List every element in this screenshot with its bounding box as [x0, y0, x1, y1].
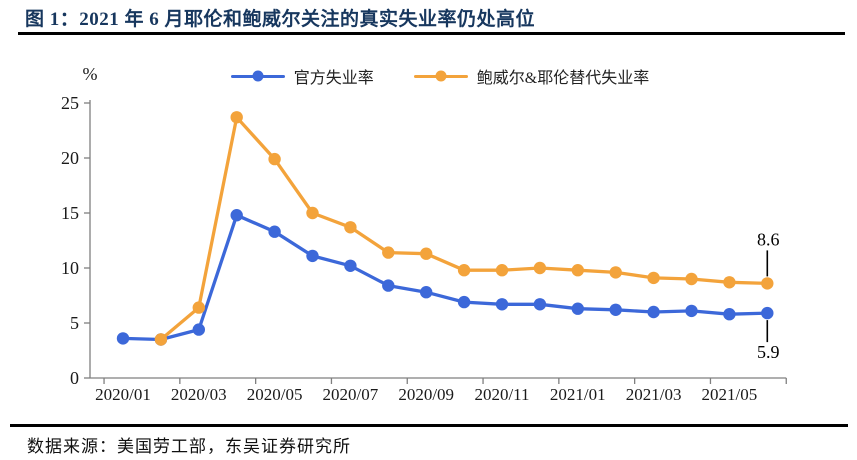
x-tick-label: 2021/01 [550, 385, 606, 404]
data-point [268, 152, 281, 166]
y-tick-label: 25 [61, 93, 79, 113]
data-point [761, 277, 774, 290]
y-axis-unit-label: % [83, 64, 98, 84]
x-axis: 2020/01 2020/03 2020/05 2020/07 2020/09 2020/… [90, 377, 787, 404]
data-point [344, 221, 357, 234]
x-tick-label: 2020/07 [323, 385, 379, 404]
data-point [382, 279, 395, 292]
data-point [192, 323, 205, 336]
x-tick-label: 2020/11 [474, 385, 529, 404]
x-tick-label: 2020/09 [398, 385, 454, 404]
legend-line-alternative [413, 70, 468, 82]
data-point [571, 264, 584, 277]
footer-divider [10, 424, 848, 427]
data-point [306, 206, 319, 220]
data-point [495, 264, 509, 277]
y-tick-label: 0 [70, 368, 79, 388]
annotation-value: 5.9 [757, 342, 780, 362]
data-point [609, 266, 622, 279]
data-point [382, 246, 395, 259]
data-point [192, 301, 205, 314]
y-tick-label: 5 [70, 313, 79, 333]
data-point [306, 249, 319, 263]
legend-label-alternative: 鲍威尔&耶伦替代失业率 [476, 70, 650, 87]
data-point [571, 302, 584, 315]
y-tick-label: 10 [61, 258, 79, 278]
title-divider [18, 32, 845, 35]
data-source-text: 数据来源：美国劳工部，东吴证券研究所 [27, 437, 351, 456]
data-point [609, 303, 622, 316]
data-point [723, 308, 736, 321]
data-point [685, 272, 698, 286]
data-point [230, 209, 243, 222]
data-point [457, 295, 471, 309]
data-point [154, 333, 168, 346]
data-point [457, 264, 471, 277]
x-tick-label: 2021/03 [626, 385, 682, 404]
data-point [685, 304, 698, 318]
chart-legend: 官方失业率 鲍威尔&耶伦替代失业率 [90, 64, 790, 88]
x-tick-label: 2020/01 [95, 385, 151, 404]
legend-label-official: 官方失业率 [293, 70, 374, 87]
data-point [533, 261, 547, 275]
data-point [116, 332, 130, 345]
data-point [268, 225, 281, 238]
data-point [647, 305, 660, 319]
annotation-5.9: 5.9 [757, 320, 780, 362]
x-tick-label: 2021/05 [702, 385, 758, 404]
legend-line-official [230, 70, 285, 82]
legend-marker-official-icon [252, 70, 264, 82]
legend-item-official: 官方失业率 [230, 64, 374, 88]
legend-item-alternative: 鲍威尔&耶伦替代失业率 [413, 64, 650, 88]
data-point [420, 247, 433, 260]
y-tick-label: 20 [61, 148, 79, 168]
data-point [495, 298, 509, 311]
data-point [420, 286, 433, 299]
legend-marker-alternative-icon [435, 70, 447, 82]
y-tick-label: 15 [61, 203, 79, 223]
data-point [761, 306, 774, 320]
data-point [723, 276, 736, 289]
data-point [344, 259, 357, 272]
figure-title: 图 1：2021 年 6 月耶伦和鲍威尔关注的真实失业率仍处高位 [25, 9, 536, 30]
x-tick-label: 2020/05 [247, 385, 303, 404]
y-axis: 0 5 10 15 20 25% [61, 64, 98, 388]
data-point [230, 111, 243, 124]
series-alternative [154, 111, 774, 346]
data-point [647, 271, 660, 285]
data-point [533, 298, 547, 311]
annotation-value: 8.6 [757, 229, 780, 249]
x-tick-label: 2020/03 [171, 385, 227, 404]
annotation-8.6: 8.6 [757, 229, 780, 277]
